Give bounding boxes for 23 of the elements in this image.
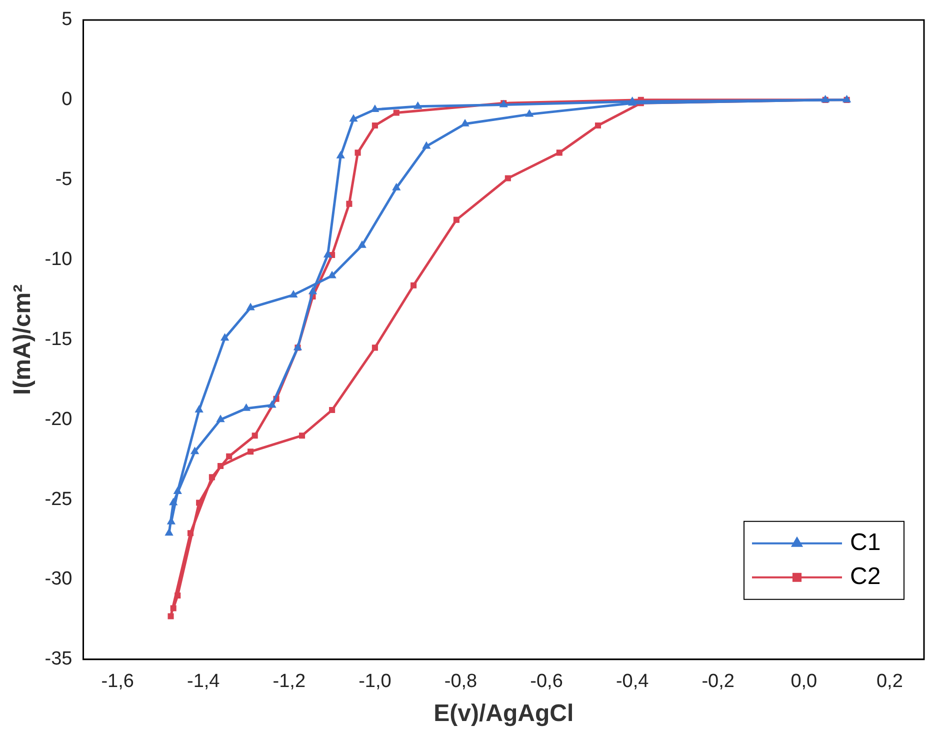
x-tick-label: -0,8: [444, 671, 478, 692]
legend-label: C1: [850, 529, 881, 556]
y-tick-label: -20: [44, 408, 72, 430]
y-tick-label: -25: [44, 488, 72, 510]
x-tick-label: -1,0: [358, 671, 392, 692]
legend-label: C2: [850, 563, 881, 590]
y-tick-label: -15: [44, 328, 72, 350]
y-tick-label: 5: [62, 9, 72, 30]
y-tick-label: 0: [62, 89, 72, 110]
x-tick-label: -1,4: [186, 671, 220, 692]
x-tick-label: -1,6: [101, 671, 134, 692]
y-tick-label: -5: [55, 169, 72, 190]
x-tick-label: 0,2: [876, 671, 903, 692]
y-tick-label: -30: [44, 568, 72, 590]
y-tick-label: -10: [44, 249, 72, 270]
x-tick-label: -1,2: [272, 671, 306, 692]
x-tick-label: -0,2: [702, 671, 734, 692]
y-tick-label: -35: [44, 648, 72, 670]
x-tick-label: -0,4: [616, 671, 650, 692]
x-tick-label: -0,6: [530, 671, 563, 692]
x-tick-label: 0,0: [790, 671, 818, 692]
x-axis-title: E(v)/AgAgCl: [434, 700, 574, 728]
y-axis-title: I(mA)/cm²: [9, 284, 36, 396]
